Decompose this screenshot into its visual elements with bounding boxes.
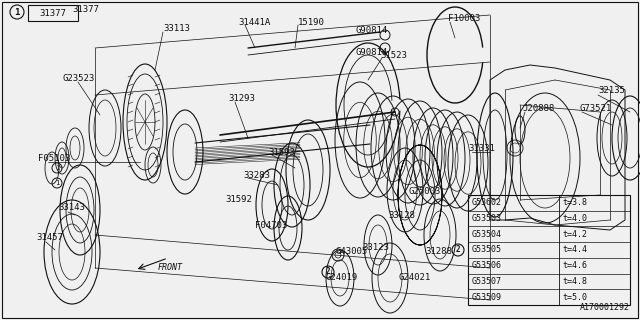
Text: 1: 1 bbox=[14, 7, 20, 17]
Text: t=3.8: t=3.8 bbox=[563, 198, 588, 207]
Text: G73521: G73521 bbox=[580, 103, 612, 113]
Text: 31441A: 31441A bbox=[238, 18, 270, 27]
Text: 31457: 31457 bbox=[36, 234, 63, 243]
Text: 31593: 31593 bbox=[268, 148, 295, 156]
Text: 31523: 31523 bbox=[380, 51, 407, 60]
Text: J20888: J20888 bbox=[522, 103, 554, 113]
Text: 33143: 33143 bbox=[58, 204, 85, 212]
Text: t=5.0: t=5.0 bbox=[563, 293, 588, 302]
Text: G53503: G53503 bbox=[472, 214, 502, 223]
Text: 33283: 33283 bbox=[243, 171, 270, 180]
Text: G53504: G53504 bbox=[472, 230, 502, 239]
Text: G53506: G53506 bbox=[472, 261, 502, 270]
Text: A170001292: A170001292 bbox=[580, 303, 630, 313]
Text: 2: 2 bbox=[456, 245, 460, 254]
Text: t=4.6: t=4.6 bbox=[563, 261, 588, 270]
Text: F10003: F10003 bbox=[448, 13, 480, 22]
Text: G43005: G43005 bbox=[335, 247, 367, 257]
Text: 31377: 31377 bbox=[72, 4, 99, 13]
Text: FRONT: FRONT bbox=[157, 263, 182, 273]
Text: 31288: 31288 bbox=[425, 247, 452, 257]
Text: 1: 1 bbox=[55, 165, 59, 171]
Text: G24019: G24019 bbox=[325, 274, 357, 283]
Bar bbox=[28, 5, 78, 21]
Text: 15190: 15190 bbox=[298, 18, 325, 27]
Text: 31377: 31377 bbox=[40, 9, 67, 18]
Text: 33128: 33128 bbox=[388, 211, 415, 220]
Text: t=4.8: t=4.8 bbox=[563, 277, 588, 286]
Text: G25003: G25003 bbox=[408, 188, 440, 196]
Text: G53505: G53505 bbox=[472, 245, 502, 254]
Text: 2: 2 bbox=[326, 268, 330, 276]
Text: 33123: 33123 bbox=[362, 244, 389, 252]
Text: G53507: G53507 bbox=[472, 277, 502, 286]
Text: 31592: 31592 bbox=[225, 196, 252, 204]
Text: 32135: 32135 bbox=[598, 85, 625, 94]
Text: G24021: G24021 bbox=[398, 274, 430, 283]
Text: t=4.2: t=4.2 bbox=[563, 230, 588, 239]
Bar bbox=[468, 195, 630, 305]
Text: F04703: F04703 bbox=[255, 220, 287, 229]
Text: G90814: G90814 bbox=[355, 26, 387, 35]
Text: t=4.4: t=4.4 bbox=[563, 245, 588, 254]
Text: t=4.0: t=4.0 bbox=[563, 214, 588, 223]
Text: G90814: G90814 bbox=[355, 47, 387, 57]
Text: 1: 1 bbox=[55, 180, 59, 186]
Text: 31293: 31293 bbox=[228, 93, 255, 102]
Text: G23523: G23523 bbox=[62, 74, 94, 83]
Text: F05103: F05103 bbox=[38, 154, 70, 163]
Text: G53602: G53602 bbox=[472, 198, 502, 207]
Text: 33113: 33113 bbox=[163, 23, 190, 33]
Text: G53509: G53509 bbox=[472, 293, 502, 302]
Text: 31331: 31331 bbox=[468, 143, 495, 153]
